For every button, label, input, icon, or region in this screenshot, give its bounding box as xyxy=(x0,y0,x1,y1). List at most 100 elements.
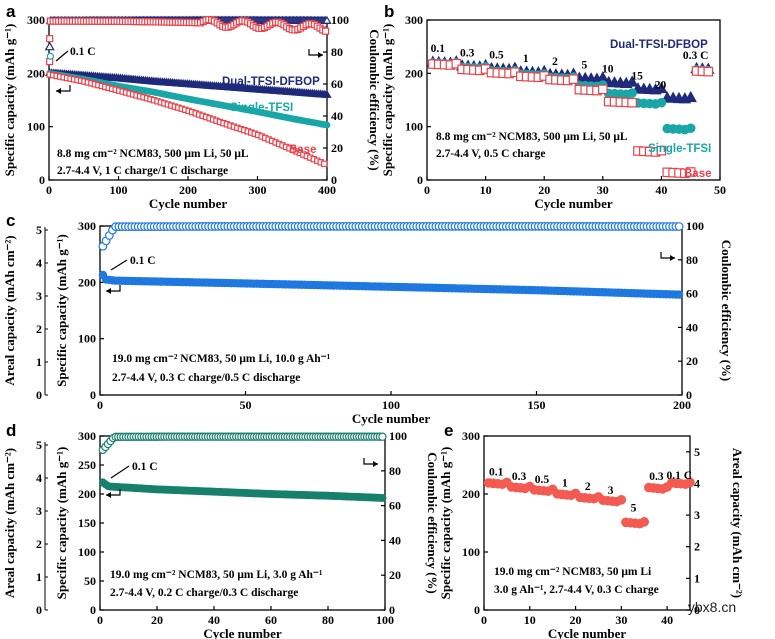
y-right-axis-title-a: Coulombic efficiency (%) xyxy=(367,29,382,171)
rate-label-b: 0.1 xyxy=(431,43,446,55)
y-tick-label-d: 50 xyxy=(84,574,96,588)
y-right-tick-label-e: 3 xyxy=(694,508,700,522)
y-tick-label-e: 200 xyxy=(462,487,480,501)
data-point xyxy=(639,517,650,527)
annotation-e: 19.0 mg cm⁻² NCM83, 50 μm Li xyxy=(494,566,652,578)
annotation-e: 3.0 g Ah⁻¹, 2.7-4.4 V, 0.3 C charge xyxy=(494,584,659,596)
y-tick-label-d: 150 xyxy=(78,516,96,530)
series-c-capacity xyxy=(98,270,684,299)
annotation-a: 8.8 mg cm⁻² NCM83, 500 μm Li, 50 μL xyxy=(57,148,249,160)
panel-letter-e: e xyxy=(444,421,453,440)
outer-tick-label-c: 4 xyxy=(36,256,42,270)
x-tick-label-c: 150 xyxy=(528,398,546,412)
y-right-tick-label-c: 80 xyxy=(686,253,698,267)
rate-label-b: 0.3 C xyxy=(683,50,709,62)
outer-tick-label-d: 1 xyxy=(36,570,42,584)
outer-tick-label-d: 4 xyxy=(36,471,42,485)
legend-label-b: Dual-TFSI-DFBOP xyxy=(610,39,708,51)
y-tick-label-b: 100 xyxy=(405,120,423,134)
y-right-tick-label-e: 5 xyxy=(694,445,700,459)
y-right-tick-label-a: 100 xyxy=(331,13,349,27)
x-axis-title-c: Cycle number xyxy=(352,411,431,426)
legend-label-b: Base xyxy=(684,168,712,180)
rate-label-e: 5 xyxy=(631,502,637,514)
y-tick-label-e: 100 xyxy=(462,545,480,559)
annotation-d: 0.1 C xyxy=(132,461,158,473)
y-tick-label-d: 300 xyxy=(78,429,96,443)
rate-label-e: 3 xyxy=(608,485,614,497)
x-tick-label-b: 20 xyxy=(538,183,550,197)
data-point xyxy=(685,477,695,488)
outer-tick-label-d: 5 xyxy=(36,438,42,452)
x-tick-label-a: 200 xyxy=(179,183,197,197)
x-tick-label-b: 10 xyxy=(480,183,492,197)
data-point xyxy=(46,35,54,43)
data-point xyxy=(322,27,330,35)
x-tick-label-c: 100 xyxy=(382,398,400,412)
y-tick-label-b: 300 xyxy=(405,13,423,27)
y-right-axis-title-d: Coulombic efficiency (%) xyxy=(425,452,440,594)
outer-axis-title-c: Areal capacity (mAh cm⁻²) xyxy=(2,235,17,385)
y-tick-label-a: 0 xyxy=(39,173,45,187)
rate-label-e: 0.5 xyxy=(535,474,550,486)
y-tick-label-d: 250 xyxy=(78,458,96,472)
panel-letter-d: d xyxy=(6,421,16,440)
annotation-b: 8.8 mg cm⁻² NCM83, 500 μm Li, 50 μL xyxy=(436,131,628,143)
y-tick-label-a: 200 xyxy=(27,66,45,80)
y-axis-title-d: Specific capacity (mAh g⁻¹) xyxy=(54,447,69,600)
data-point xyxy=(616,494,627,505)
panel-d: 0 20 40 60 80 1000501001502002503000204060801… xyxy=(2,421,440,639)
data-point xyxy=(322,89,332,98)
rate-label-b: 5 xyxy=(581,60,587,72)
x-axis-title-b: Cycle number xyxy=(534,196,613,211)
legend-label-b: Single-TFSI xyxy=(648,143,711,155)
data-point xyxy=(656,97,667,108)
y-right-tick-label-e: 0 xyxy=(694,603,700,617)
rate-label-e: 0.3 xyxy=(512,471,527,483)
rate-label-e: 0.3 xyxy=(649,471,664,483)
x-tick-label-b: 40 xyxy=(655,183,667,197)
rate-label-e: 0.1 C xyxy=(666,470,692,482)
y-right-tick-label-d: 40 xyxy=(389,533,401,547)
legend-label-a: Base xyxy=(289,144,317,156)
outer-tick-label-c: 5 xyxy=(36,223,42,237)
panel-a: 0 100 200 300 4000100200300020406080100Cycle… xyxy=(2,2,382,211)
x-tick-label-d: 0 xyxy=(97,613,103,627)
annotation-d: 19.0 mg cm⁻² NCM83, 50 μm Li, 3.0 g Ah⁻¹ xyxy=(110,569,322,581)
y-right-tick-label-a: 20 xyxy=(331,141,343,155)
rate-label-b: 15 xyxy=(631,71,643,83)
x-axis-title-a: Cycle number xyxy=(149,196,228,211)
x-tick-label-b: 50 xyxy=(714,183,726,197)
x-tick-label-d: 100 xyxy=(376,613,394,627)
arrow-right-a-head xyxy=(318,52,323,58)
annotation-arrow-d xyxy=(110,465,130,479)
x-tick-label-a: 100 xyxy=(110,183,128,197)
rate-label-b: 1 xyxy=(523,53,529,65)
series-d-ce xyxy=(98,432,387,455)
data-point xyxy=(685,123,696,134)
rate-label-e: 2 xyxy=(585,481,591,493)
x-tick-label-e: 40 xyxy=(661,613,673,627)
annotation-arrow-c xyxy=(110,259,128,271)
panel-letter-b: b xyxy=(384,2,394,21)
x-tick-label-d: 40 xyxy=(208,613,220,627)
y-right-tick-label-a: 0 xyxy=(331,173,337,187)
data-point xyxy=(627,97,637,108)
y-tick-label-a: 300 xyxy=(27,13,45,27)
arrow-right-c-head xyxy=(670,255,675,261)
legend-label-a: Dual-TFSI-DFBOP xyxy=(222,76,320,88)
x-tick-label-a: 300 xyxy=(249,183,267,197)
outer-tick-label-d: 3 xyxy=(36,504,42,518)
x-axis-title-e: Cycle number xyxy=(548,626,627,639)
y-right-axis-title-e: Areal capacity (mAh cm⁻²) xyxy=(730,448,745,598)
x-tick-label-b: 30 xyxy=(597,183,609,197)
x-tick-label-d: 20 xyxy=(151,613,163,627)
x-axis-title-d: Cycle number xyxy=(203,626,282,639)
series-a-4 xyxy=(46,16,330,35)
x-tick-label-c: 200 xyxy=(673,398,691,412)
x-tick-label-c: 50 xyxy=(240,398,252,412)
panel-c: 0 50 100 150 2000100200300020406080100012345… xyxy=(2,211,734,426)
annotation-c: 19.0 mg cm⁻² NCM83, 50 μm Li, 10.0 g Ah⁻… xyxy=(112,353,330,365)
series-e-capacity xyxy=(483,477,695,529)
